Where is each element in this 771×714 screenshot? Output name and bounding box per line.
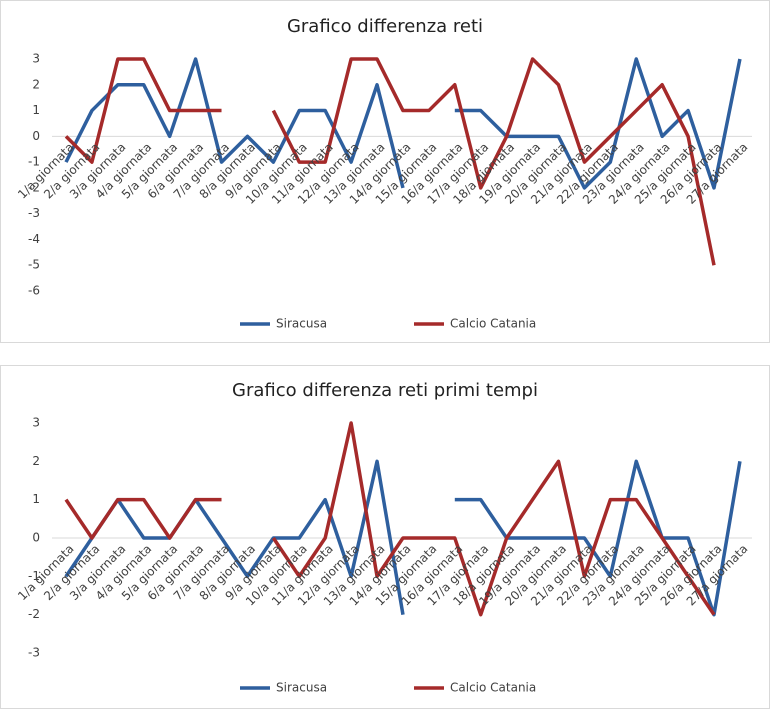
series-line	[64, 57, 716, 266]
y-tick-label: -1	[28, 569, 40, 583]
y-tick-label: -5	[28, 258, 40, 272]
y-tick-label: -1	[28, 155, 40, 169]
legend-label: Calcio Catania	[450, 681, 536, 695]
y-tick-label: -4	[28, 232, 40, 246]
chart-title: Grafico differenza reti	[287, 16, 483, 37]
y-tick-label: 3	[32, 52, 40, 66]
legend-label: Siracusa	[276, 681, 327, 695]
y-tick-label: -3	[28, 646, 40, 660]
y-tick-label: -6	[28, 284, 40, 298]
y-tick-label: 0	[32, 129, 40, 143]
y-tick-label: 3	[32, 416, 40, 430]
chart-frame	[0, 365, 770, 709]
y-tick-label: 1	[32, 492, 40, 506]
y-tick-label: -2	[28, 180, 40, 194]
y-tick-label: 2	[32, 77, 40, 91]
y-tick-label: 0	[32, 531, 40, 545]
y-tick-label: 2	[32, 454, 40, 468]
legend-label: Calcio Catania	[450, 317, 536, 331]
chart-title: Grafico differenza reti primi tempi	[232, 380, 538, 401]
legend-label: Siracusa	[276, 317, 327, 331]
y-tick-label: 1	[32, 103, 40, 117]
series-line	[64, 57, 742, 190]
series-line	[64, 421, 716, 617]
y-tick-label: -2	[28, 607, 40, 621]
y-tick-label: -3	[28, 206, 40, 220]
series-line	[64, 459, 742, 617]
